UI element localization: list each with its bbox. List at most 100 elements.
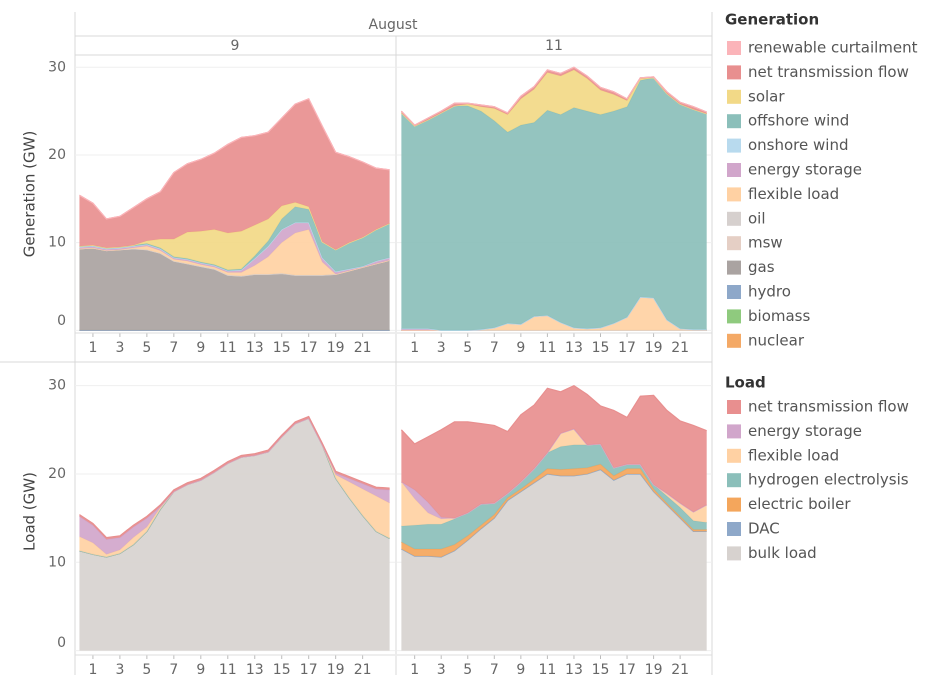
legend-swatch xyxy=(727,138,741,153)
legend-swatch xyxy=(727,285,741,299)
x-tick-label: 7 xyxy=(169,340,178,356)
legend-label: energy storage xyxy=(748,161,862,179)
legend-label: net transmission flow xyxy=(748,398,909,416)
area xyxy=(401,469,707,651)
legend-swatch xyxy=(727,309,741,324)
legend-label: msw xyxy=(748,234,783,252)
legend-title: Generation xyxy=(725,11,819,29)
area xyxy=(79,202,390,270)
x-tick-label: 7 xyxy=(490,340,499,356)
x-tick-label: 5 xyxy=(463,662,472,677)
x-tick-label: 3 xyxy=(115,662,124,677)
area xyxy=(401,69,707,133)
legend-swatch xyxy=(727,114,741,129)
area-edge xyxy=(79,417,390,540)
x-tick-label: 13 xyxy=(246,340,264,356)
y-axis-title: Load (GW) xyxy=(21,472,39,551)
x-tick-label: 21 xyxy=(671,662,689,677)
legend-label: biomass xyxy=(748,307,810,325)
x-tick-label: 21 xyxy=(354,340,372,356)
legend-label: DAC xyxy=(748,520,780,538)
y-axis-title: Generation (GW) xyxy=(21,131,39,258)
x-tick-label: 9 xyxy=(516,662,525,677)
y-tick-label: 20 xyxy=(48,466,66,482)
area xyxy=(401,428,707,527)
legend-swatch xyxy=(727,187,741,202)
legend-label: hydrogen electrolysis xyxy=(748,471,909,489)
borders xyxy=(0,12,713,675)
legend-swatch xyxy=(727,211,741,226)
legend-label: electric boiler xyxy=(748,495,851,513)
legend-swatch xyxy=(727,546,741,561)
legend-swatch xyxy=(727,333,741,348)
x-tick-label: 1 xyxy=(410,340,419,356)
legend-swatch xyxy=(727,65,741,80)
legend-label: solar xyxy=(748,87,785,105)
x-tick-label: 11 xyxy=(219,662,237,677)
header-title: August xyxy=(369,17,419,33)
legend-label: flexible load xyxy=(748,185,839,203)
panel xyxy=(79,415,390,651)
area xyxy=(401,77,707,331)
y-tick-label: 0 xyxy=(57,635,66,651)
area xyxy=(401,297,707,331)
x-tick-label: 13 xyxy=(565,340,583,356)
x-tick-label: 11 xyxy=(538,340,556,356)
x-tick-label: 21 xyxy=(671,340,689,356)
x-tick-label: 19 xyxy=(327,662,345,677)
y-tick-label: 0 xyxy=(57,313,66,329)
legend-swatch xyxy=(727,41,741,55)
y-tick-label: 10 xyxy=(48,554,66,570)
x-tick-label: 7 xyxy=(169,662,178,677)
legend-label: hydro xyxy=(748,283,791,301)
area-edge xyxy=(79,415,390,539)
x-tick-label: 7 xyxy=(490,662,499,677)
panel xyxy=(79,98,390,331)
legend-swatch xyxy=(727,497,741,512)
y-tick-label: 30 xyxy=(48,59,66,75)
area xyxy=(401,385,707,519)
legend-label: onshore wind xyxy=(748,136,848,154)
x-tick-label: 1 xyxy=(88,662,97,677)
y-tick-label: 10 xyxy=(48,235,66,251)
x-tick-label: 17 xyxy=(618,340,636,356)
area xyxy=(79,418,390,651)
x-tick-label: 15 xyxy=(273,662,291,677)
x-tick-label: 13 xyxy=(565,662,583,677)
area-edge xyxy=(400,66,707,126)
x-tick-label: 3 xyxy=(437,340,446,356)
area-edge xyxy=(400,384,707,445)
x-tick-label: 9 xyxy=(196,662,205,677)
x-tick-label: 5 xyxy=(142,662,151,677)
area xyxy=(79,229,390,276)
legend-label: gas xyxy=(748,258,775,276)
area-edge xyxy=(79,98,390,220)
area xyxy=(79,98,390,250)
x-tick-label: 5 xyxy=(463,340,472,356)
legend-swatch xyxy=(727,163,741,177)
x-tick-label: 11 xyxy=(219,340,237,356)
column-header: 9 xyxy=(231,38,240,54)
x-tick-label: 19 xyxy=(645,662,663,677)
panel xyxy=(400,66,707,331)
legend-label: nuclear xyxy=(748,331,805,349)
column-header: 11 xyxy=(545,38,563,54)
x-tick-label: 3 xyxy=(115,340,124,356)
y-tick-label: 20 xyxy=(48,147,66,163)
x-tick-label: 5 xyxy=(142,340,151,356)
x-tick-label: 3 xyxy=(437,662,446,677)
legend-label: bulk load xyxy=(748,544,817,562)
legend-swatch xyxy=(727,260,741,275)
legend-label: renewable curtailment xyxy=(748,39,918,57)
legend-label: energy storage xyxy=(748,422,862,440)
x-tick-label: 19 xyxy=(327,340,345,356)
area xyxy=(401,443,707,550)
x-tick-label: 17 xyxy=(300,340,318,356)
x-tick-label: 19 xyxy=(645,340,663,356)
x-tick-label: 17 xyxy=(618,662,636,677)
area xyxy=(79,247,390,331)
legend-swatch xyxy=(727,522,741,536)
x-tick-label: 21 xyxy=(354,662,372,677)
legend-swatch xyxy=(727,400,741,414)
x-tick-label: 1 xyxy=(88,340,97,356)
